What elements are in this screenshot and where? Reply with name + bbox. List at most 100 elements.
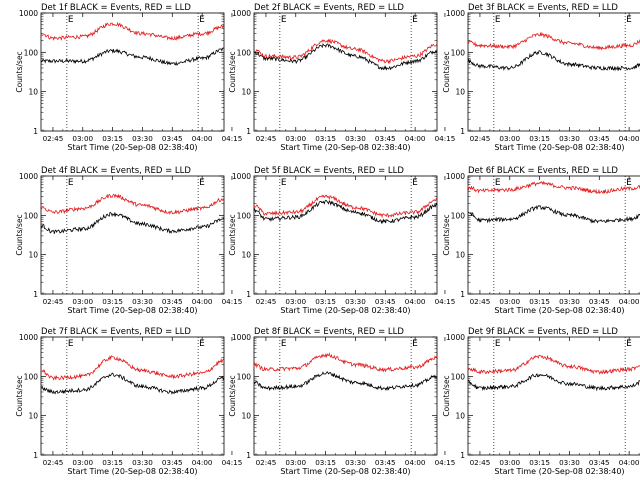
y-tick-label: 100 (451, 211, 466, 220)
plot-frame (467, 336, 640, 456)
x-tick-label: 03:45 (375, 297, 396, 306)
event-marker-label: E (199, 339, 205, 349)
y-tick-label: 10 (455, 88, 465, 97)
panel-4: Det 4f BLACK = Events, RED = LLD 1 10 100 10… (15, 166, 242, 315)
events-series-line (40, 372, 225, 395)
plot-frame (253, 175, 438, 295)
lld-series-line (40, 193, 225, 215)
event-marker-label: E (495, 15, 501, 25)
y-tick-label: 1 (33, 290, 38, 299)
y-axis-label: Counts/sec (15, 51, 24, 92)
x-tick-label: 04:15 (435, 134, 456, 143)
y-tick-label: 10 (241, 251, 251, 260)
y-tick-label: 1 (460, 290, 465, 299)
x-axis-label: Start Time (20-Sep-08 02:38:40) (494, 143, 624, 152)
x-tick-label: 03:15 (529, 458, 550, 467)
x-tick-label: 04:15 (435, 297, 456, 306)
panel-title: Det 2f BLACK = Events, RED = LLD (254, 3, 404, 13)
y-tick-label: 10 (28, 251, 38, 260)
events-series-line (253, 371, 438, 392)
y-axis-label: Counts/sec (442, 375, 451, 416)
x-tick-label: 02:45 (470, 297, 491, 306)
panel-title: Det 4f BLACK = Events, RED = LLD (41, 166, 191, 176)
x-tick-label: 03:45 (162, 458, 183, 467)
x-tick-label: 03:45 (375, 134, 396, 143)
y-tick-label: 1 (460, 451, 465, 460)
x-tick-label: 03:15 (529, 297, 550, 306)
x-tick-label: 02:45 (43, 458, 64, 467)
event-marker-label: E (281, 339, 287, 349)
event-marker-label: E (495, 178, 501, 188)
event-marker-label: E (412, 15, 418, 25)
panel-5: Det 5f BLACK = Events, RED = LLD 1 10 100 10… (228, 166, 455, 315)
y-axis-label: Counts/sec (228, 375, 237, 416)
y-tick-label: 100 (451, 48, 466, 57)
lld-series-line (467, 180, 640, 195)
lld-series-line (253, 38, 438, 65)
events-series-line (40, 212, 225, 234)
y-tick-label: 10 (28, 88, 38, 97)
x-tick-label: 04:15 (435, 458, 456, 467)
x-tick-label: 04:00 (405, 134, 426, 143)
event-marker-label: E (412, 339, 418, 349)
x-tick-label: 03:00 (72, 458, 93, 467)
x-tick-label: 03:00 (72, 134, 93, 143)
panel-title: Det 3f BLACK = Events, RED = LLD (468, 3, 618, 13)
x-tick-label: 03:15 (529, 134, 550, 143)
x-axis-label: Start Time (20-Sep-08 02:38:40) (280, 306, 410, 315)
x-tick-label: 04:00 (619, 458, 640, 467)
event-marker-label: E (412, 178, 418, 188)
y-axis-label: Counts/sec (442, 51, 451, 92)
y-tick-label: 1000 (19, 9, 38, 18)
x-tick-label: 03:00 (72, 297, 93, 306)
y-tick-label: 1000 (19, 172, 38, 181)
panel-8: Det 8f BLACK = Events, RED = LLD 1 10 100 10… (228, 327, 455, 476)
panel-9: Det 9f BLACK = Events, RED = LLD 1 10 100 10… (442, 327, 640, 476)
x-tick-label: 03:15 (315, 458, 336, 467)
plot-frame (40, 175, 225, 295)
y-tick-label: 10 (241, 412, 251, 421)
panel-3: Det 3f BLACK = Events, RED = LLD 1 10 100 10… (442, 3, 640, 152)
x-tick-label: 03:30 (345, 134, 366, 143)
x-tick-label: 03:00 (499, 458, 520, 467)
y-tick-label: 100 (237, 372, 252, 381)
panel-title: Det 1f BLACK = Events, RED = LLD (41, 3, 191, 13)
y-tick-label: 1 (246, 290, 251, 299)
event-marker-label: E (199, 15, 205, 25)
y-axis-label: Counts/sec (442, 214, 451, 255)
x-tick-label: 03:30 (559, 458, 580, 467)
y-tick-label: 1 (460, 127, 465, 136)
x-tick-label: 03:15 (315, 297, 336, 306)
x-tick-label: 03:30 (345, 458, 366, 467)
x-tick-label: 04:15 (222, 134, 243, 143)
x-tick-label: 02:45 (43, 134, 64, 143)
plot-frame (40, 12, 225, 132)
event-marker-label: E (281, 15, 287, 25)
panel-6: Det 6f BLACK = Events, RED = LLD 1 10 100 10… (442, 166, 640, 315)
y-tick-label: 1 (33, 451, 38, 460)
x-tick-label: 04:00 (619, 134, 640, 143)
y-axis-label: Counts/sec (228, 51, 237, 92)
y-axis-label: Counts/sec (228, 214, 237, 255)
plot-frame (253, 336, 438, 456)
y-tick-label: 1000 (446, 172, 465, 181)
x-tick-label: 02:45 (256, 134, 277, 143)
plot-frame (467, 12, 640, 132)
x-tick-label: 02:45 (256, 297, 277, 306)
panel-title: Det 8f BLACK = Events, RED = LLD (254, 327, 404, 337)
panel-title: Det 9f BLACK = Events, RED = LLD (468, 327, 618, 337)
x-axis-label: Start Time (20-Sep-08 02:38:40) (280, 143, 410, 152)
event-marker-label: E (495, 339, 501, 349)
x-tick-label: 03:00 (285, 297, 306, 306)
x-tick-label: 03:00 (499, 297, 520, 306)
panel-title: Det 5f BLACK = Events, RED = LLD (254, 166, 404, 176)
x-tick-label: 04:00 (619, 297, 640, 306)
y-tick-label: 10 (455, 412, 465, 421)
lld-series-line (40, 21, 225, 41)
x-tick-label: 03:15 (102, 297, 123, 306)
x-axis-label: Start Time (20-Sep-08 02:38:40) (67, 143, 197, 152)
y-tick-label: 100 (237, 48, 252, 57)
x-tick-label: 04:00 (405, 458, 426, 467)
x-axis-label: Start Time (20-Sep-08 02:38:40) (280, 467, 410, 476)
x-axis-label: Start Time (20-Sep-08 02:38:40) (494, 467, 624, 476)
